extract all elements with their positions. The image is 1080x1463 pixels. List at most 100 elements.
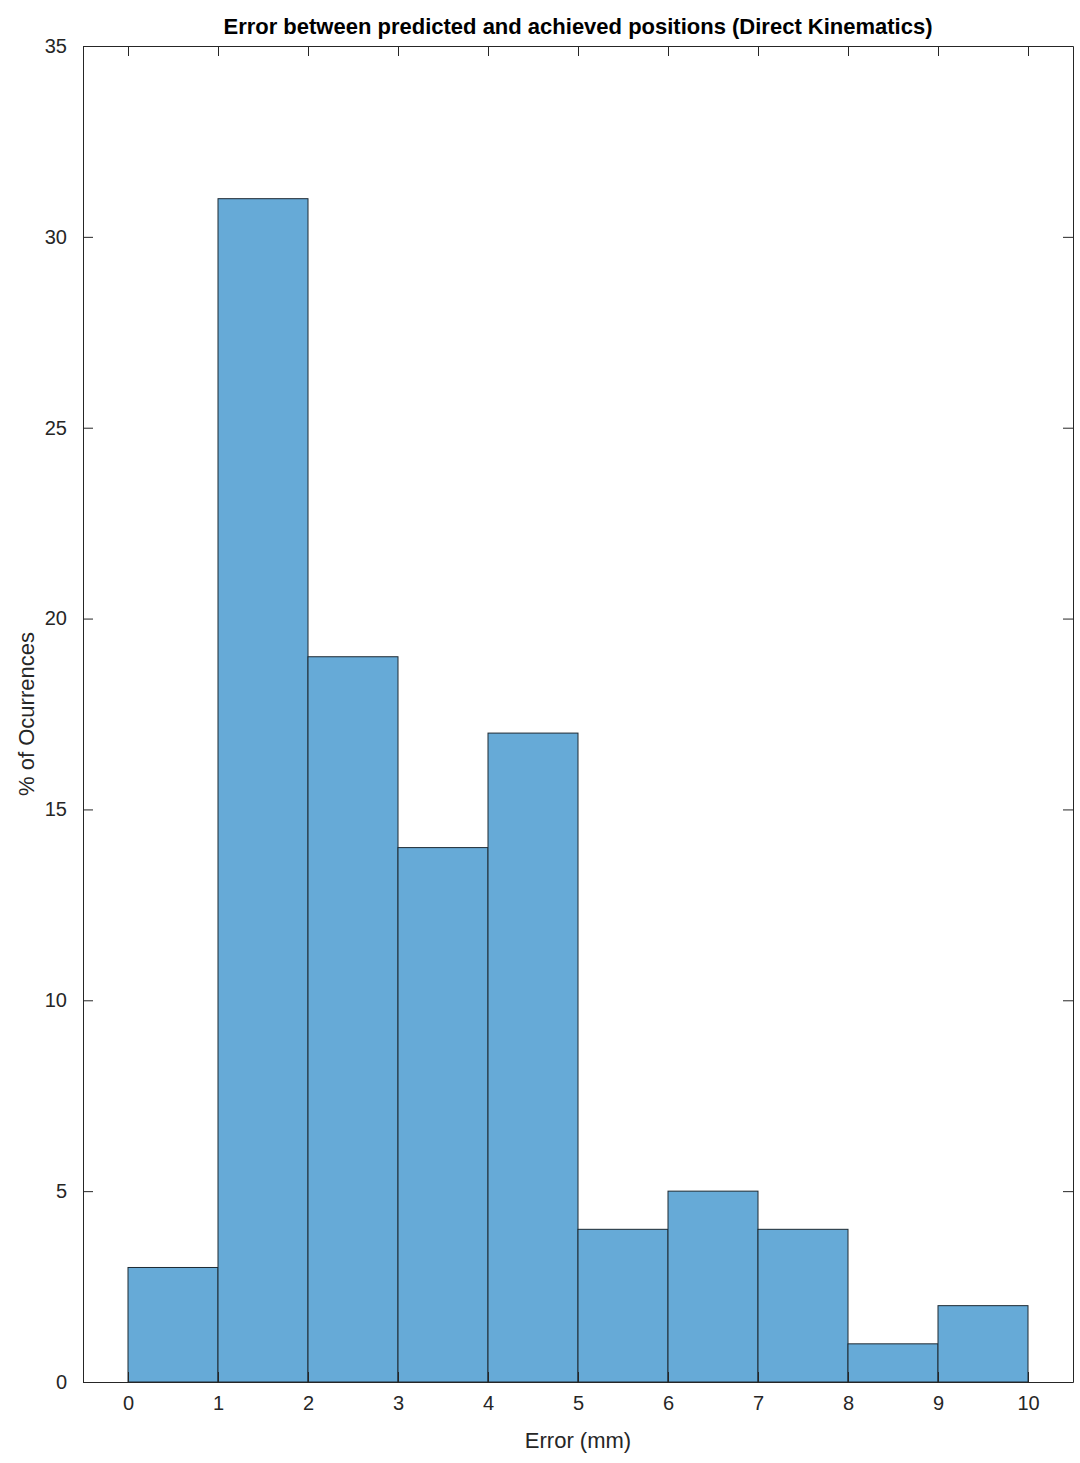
axis: 0 1 2 3 4 5 6 7 8 9 10: [84, 1372, 1074, 1414]
tick-label: 0: [123, 1392, 134, 1414]
tick-mark: [218, 1372, 219, 1382]
tick-mark: [83, 1191, 93, 1192]
tick: 30: [45, 226, 93, 248]
tick: 3: [393, 1372, 404, 1414]
tick-label: 2: [303, 1392, 314, 1414]
axis-line: [1073, 47, 1074, 1383]
tick-mark: [848, 1372, 849, 1382]
tick: 35: [45, 35, 93, 57]
tick-mark: [398, 46, 399, 56]
tick-label: 0: [56, 1371, 67, 1393]
tick-mark: [938, 46, 939, 56]
tick-mark: [1063, 1382, 1073, 1383]
tick: [848, 46, 849, 56]
tick: [128, 46, 129, 56]
tick: 5: [573, 1372, 584, 1414]
tick-mark: [83, 619, 93, 620]
axis: [84, 46, 1074, 56]
tick-mark: [1063, 1000, 1073, 1001]
tick-label: 4: [483, 1392, 494, 1414]
tick-mark: [578, 46, 579, 56]
tick: [758, 46, 759, 56]
tick-mark: [1063, 46, 1073, 47]
chart-svg: 0 1 2 3 4 5 6 7 8 9 10 0 5 10 15 20 25 30 35 Error between …: [0, 0, 1080, 1463]
tick-label: 30: [45, 226, 67, 248]
tick-label: 7: [753, 1392, 764, 1414]
tick: [1063, 1191, 1073, 1192]
tick: 7: [753, 1372, 764, 1414]
tick-label: 5: [56, 1180, 67, 1202]
tick: 0: [56, 1371, 93, 1393]
tick-label: 5: [573, 1392, 584, 1414]
tick-label: 35: [45, 35, 67, 57]
tick: [1063, 809, 1073, 810]
tick: [1028, 46, 1029, 56]
bar: [218, 199, 308, 1382]
tick-label: 8: [843, 1392, 854, 1414]
tick-label: 1: [213, 1392, 224, 1414]
tick: [938, 46, 939, 56]
tick-label: 20: [45, 607, 67, 629]
title: Error between predicted and achieved pos…: [223, 14, 932, 39]
tick-mark: [128, 1372, 129, 1382]
tick: 20: [45, 607, 93, 629]
bar: [668, 1191, 758, 1382]
tick-mark: [1063, 237, 1073, 238]
bar: [938, 1306, 1028, 1382]
bar: [488, 733, 578, 1382]
tick: [1063, 428, 1073, 429]
tick-mark: [488, 46, 489, 56]
tick-mark: [308, 1372, 309, 1382]
tick-mark: [1028, 46, 1029, 56]
axis-line: [84, 1382, 1074, 1383]
tick: [398, 46, 399, 56]
tick: [1063, 1382, 1073, 1383]
bar: [128, 1267, 218, 1382]
tick: 15: [45, 798, 93, 820]
tick: [488, 46, 489, 56]
tick-mark: [848, 46, 849, 56]
tick: [1063, 1000, 1073, 1001]
tick-mark: [308, 46, 309, 56]
bar: [848, 1344, 938, 1382]
tick-mark: [1028, 1372, 1029, 1382]
tick: 10: [45, 989, 93, 1011]
axis: 0 5 10 15 20 25 30 35: [45, 35, 93, 1393]
tick-mark: [218, 46, 219, 56]
tick-mark: [938, 1372, 939, 1382]
tick: 4: [483, 1372, 494, 1414]
tick: 1: [213, 1372, 224, 1414]
tick-mark: [1063, 428, 1073, 429]
tick-mark: [83, 1382, 93, 1383]
tick-mark: [128, 46, 129, 56]
tick-mark: [398, 1372, 399, 1382]
tick-mark: [578, 1372, 579, 1382]
tick-mark: [1063, 619, 1073, 620]
tick: [1063, 46, 1073, 47]
axis-line: [83, 47, 84, 1383]
tick: [1063, 237, 1073, 238]
tick-mark: [668, 1372, 669, 1382]
tick-mark: [668, 46, 669, 56]
tick: 10: [1017, 1372, 1039, 1414]
bar: [398, 848, 488, 1382]
tick-mark: [83, 46, 93, 47]
tick-mark: [758, 1372, 759, 1382]
tick: 25: [45, 417, 93, 439]
bar: [308, 657, 398, 1382]
tick: 8: [843, 1372, 854, 1414]
x-axis-title: Error (mm): [525, 1428, 631, 1453]
axis: [1063, 47, 1074, 1383]
tick-label: 25: [45, 417, 67, 439]
tick-label: 9: [933, 1392, 944, 1414]
tick-mark: [83, 809, 93, 810]
bar: [758, 1229, 848, 1382]
tick-mark: [1063, 809, 1073, 810]
bars: [128, 199, 1028, 1382]
tick: 6: [663, 1372, 674, 1414]
tick: 0: [123, 1372, 134, 1414]
tick-label: 6: [663, 1392, 674, 1414]
tick-label: 10: [45, 989, 67, 1011]
tick-label: 10: [1017, 1392, 1039, 1414]
tick: [1063, 619, 1073, 620]
